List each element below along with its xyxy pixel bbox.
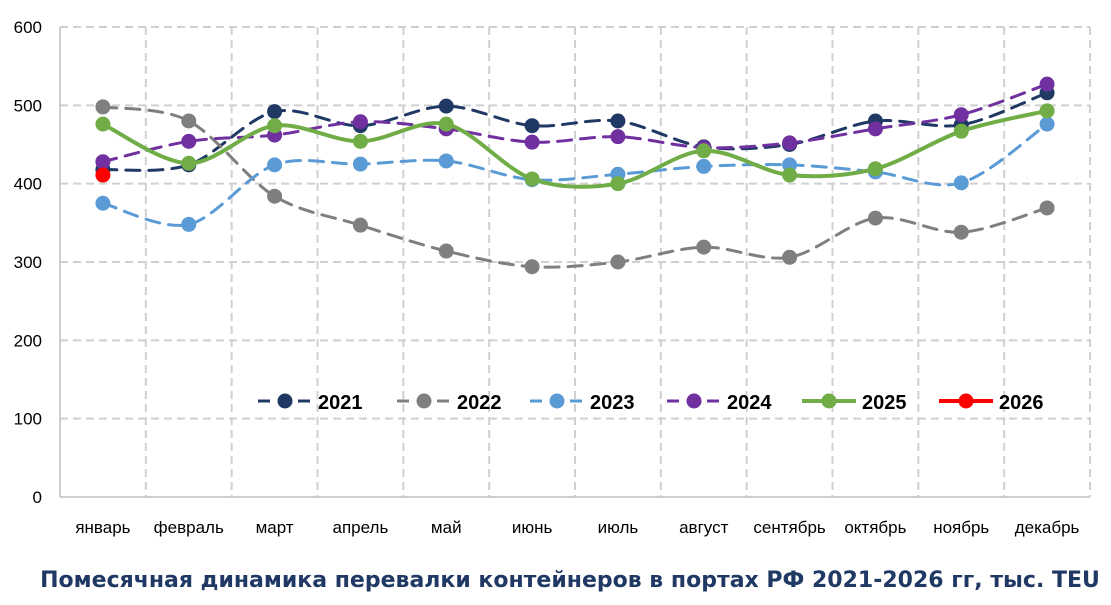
legend: 2021 2022 2023 2024 2025 2026 — [258, 392, 1044, 414]
legend-label: 2024 — [727, 392, 772, 414]
legend-item-2022: 2022 — [397, 392, 502, 414]
data-point — [610, 129, 626, 145]
data-point — [867, 161, 883, 177]
legend-label: 2026 — [999, 392, 1044, 414]
data-point — [267, 104, 283, 120]
x-tick-label: май — [431, 518, 462, 537]
data-point — [610, 254, 626, 270]
x-tick-label: август — [679, 518, 728, 537]
data-point — [696, 239, 712, 255]
data-point — [524, 118, 540, 134]
series-2022 — [95, 99, 1055, 275]
x-tick-label: сентябрь — [753, 518, 826, 537]
data-point — [95, 167, 111, 183]
legend-item-2025: 2025 — [802, 392, 907, 414]
y-tick-label: 400 — [14, 175, 42, 194]
x-tick-label: ноябрь — [933, 518, 989, 537]
legend-marker — [686, 393, 702, 409]
x-axis-ticks: январь февраль март апрель май июнь июль август… — [75, 518, 1079, 537]
series-2025 — [95, 103, 1055, 192]
y-tick-label: 300 — [14, 253, 42, 272]
data-point — [782, 167, 798, 183]
x-tick-label: март — [256, 518, 294, 537]
data-point — [524, 259, 540, 275]
legend-marker — [416, 393, 432, 409]
grid — [59, 26, 1091, 498]
data-point — [95, 99, 111, 115]
data-point — [438, 116, 454, 132]
y-tick-label: 200 — [14, 331, 42, 350]
data-point — [438, 243, 454, 259]
y-tick-label: 600 — [14, 18, 42, 37]
data-point — [610, 176, 626, 192]
data-point — [953, 224, 969, 240]
data-point — [352, 133, 368, 149]
data-point — [352, 114, 368, 130]
series-group — [95, 76, 1055, 275]
data-point — [267, 188, 283, 204]
data-point — [953, 175, 969, 191]
y-tick-label: 100 — [14, 410, 42, 429]
data-point — [1039, 103, 1055, 119]
data-point — [267, 157, 283, 173]
data-point — [696, 143, 712, 159]
data-point — [696, 158, 712, 174]
legend-marker — [958, 393, 974, 409]
legend-item-2023: 2023 — [530, 392, 635, 414]
data-point — [867, 121, 883, 137]
series-2026 — [95, 167, 111, 183]
data-point — [1039, 76, 1055, 92]
series-line — [101, 82, 1049, 164]
data-point — [438, 153, 454, 169]
legend-label: 2021 — [318, 392, 363, 414]
x-tick-label: июль — [598, 518, 639, 537]
legend-label: 2022 — [457, 392, 502, 414]
y-axis-ticks: 0 100 200 300 400 500 600 — [14, 18, 42, 507]
data-point — [1039, 200, 1055, 216]
x-tick-label: октябрь — [844, 518, 906, 537]
data-point — [438, 98, 454, 114]
data-point — [95, 154, 111, 170]
x-tick-label: апрель — [333, 518, 389, 537]
data-point — [867, 210, 883, 226]
legend-label: 2025 — [862, 392, 907, 414]
chart-title: Помесячная динамика перевалки контейнеро… — [40, 568, 1100, 593]
data-point — [953, 107, 969, 123]
data-point — [1039, 116, 1055, 132]
series-line — [101, 122, 1049, 227]
y-tick-label: 500 — [14, 96, 42, 115]
data-point — [181, 113, 197, 129]
x-tick-label: февраль — [154, 518, 224, 537]
legend-item-2026: 2026 — [939, 392, 1044, 414]
data-point — [181, 155, 197, 171]
legend-item-2021: 2021 — [258, 392, 363, 414]
y-tick-label: 0 — [33, 488, 42, 507]
legend-item-2024: 2024 — [667, 392, 772, 414]
data-point — [181, 133, 197, 149]
legend-marker — [821, 393, 837, 409]
legend-marker — [277, 393, 293, 409]
data-point — [181, 216, 197, 232]
data-point — [953, 123, 969, 139]
legend-label: 2023 — [590, 392, 635, 414]
data-point — [352, 217, 368, 233]
data-point — [267, 118, 283, 134]
data-point — [524, 171, 540, 187]
x-tick-label: декабрь — [1015, 518, 1080, 537]
data-point — [95, 195, 111, 211]
x-tick-label: июнь — [512, 518, 553, 537]
x-tick-label: январь — [75, 518, 130, 537]
data-point — [95, 116, 111, 132]
data-point — [610, 113, 626, 129]
data-point — [352, 156, 368, 172]
data-point — [782, 249, 798, 265]
legend-marker — [549, 393, 565, 409]
data-point — [782, 135, 798, 151]
data-point — [524, 134, 540, 150]
